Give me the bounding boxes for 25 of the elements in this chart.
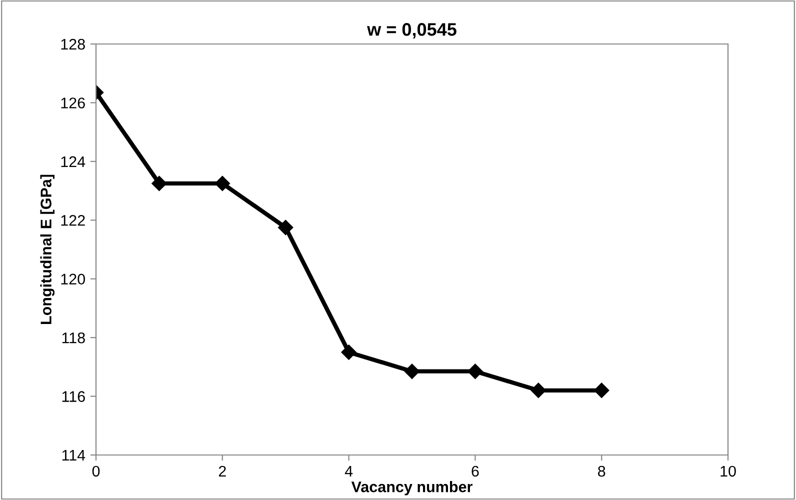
point bbox=[152, 176, 167, 192]
y-tick-label: 120 bbox=[61, 274, 85, 285]
y-tick-label: 124 bbox=[61, 156, 86, 167]
x-tick-label: 8 bbox=[598, 466, 606, 477]
point bbox=[404, 364, 420, 379]
x-tick-label: 0 bbox=[92, 466, 100, 477]
y-tick-label: 128 bbox=[61, 38, 85, 50]
point bbox=[468, 364, 483, 379]
x-tick-label: 10 bbox=[720, 466, 736, 477]
point bbox=[594, 382, 610, 398]
y-tick-label: 122 bbox=[61, 215, 85, 226]
chart-title: w = 0,0545 bbox=[367, 23, 456, 38]
point bbox=[278, 220, 294, 236]
point bbox=[341, 344, 356, 360]
y-axis-title: Longitudinal E [GPa] bbox=[40, 174, 55, 324]
y-tick-label: 126 bbox=[61, 98, 85, 108]
y-tick-label: 118 bbox=[62, 332, 85, 344]
point bbox=[530, 382, 546, 398]
point bbox=[214, 176, 230, 192]
x-axis-title: Vacancy number bbox=[351, 481, 472, 496]
x-tick-label: 2 bbox=[218, 466, 226, 476]
x-tick-label: 4 bbox=[344, 466, 353, 476]
y-tick-label: 114 bbox=[62, 450, 86, 461]
x-tick-label: 6 bbox=[472, 466, 479, 477]
y-tick-label: 116 bbox=[62, 391, 85, 402]
